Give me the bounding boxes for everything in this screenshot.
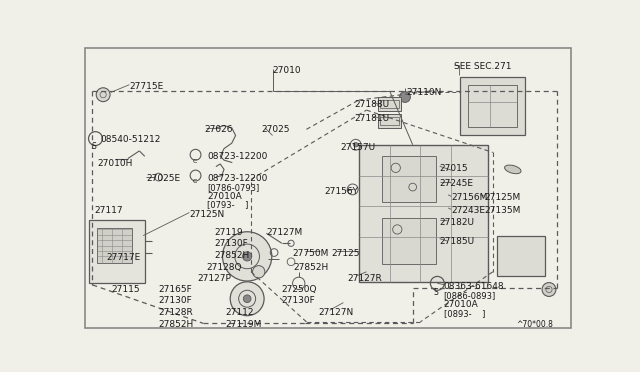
Text: S: S	[92, 142, 97, 151]
Text: 27010H: 27010H	[97, 158, 132, 168]
Text: 27119M: 27119M	[225, 320, 262, 328]
Text: 27128Q: 27128Q	[206, 263, 242, 272]
Circle shape	[223, 232, 272, 281]
Text: 27165F: 27165F	[159, 285, 193, 294]
Bar	[359, 145, 488, 282]
Bar	[97, 228, 132, 263]
Text: 27127M: 27127M	[266, 228, 303, 237]
Text: 27182U: 27182U	[440, 218, 475, 227]
Text: 27125N: 27125N	[189, 210, 225, 219]
Text: 27250Q: 27250Q	[282, 285, 317, 294]
Text: 08363-61648: 08363-61648	[444, 282, 504, 291]
Text: 08723-12200: 08723-12200	[207, 153, 268, 161]
Text: 27185U: 27185U	[440, 237, 475, 246]
Text: 27156M: 27156M	[451, 193, 488, 202]
Text: 27130F: 27130F	[159, 296, 193, 305]
Circle shape	[399, 92, 410, 102]
Text: [0786-0793]: [0786-0793]	[207, 183, 259, 192]
Bar	[460, 77, 525, 135]
Text: [0793-    ]: [0793- ]	[207, 200, 248, 209]
Text: 27115: 27115	[111, 285, 140, 294]
Text: 27852H: 27852H	[159, 320, 194, 328]
Circle shape	[243, 295, 251, 302]
Text: 27852H: 27852H	[293, 263, 328, 272]
Text: 27125: 27125	[332, 249, 360, 258]
Text: 27181U: 27181U	[354, 114, 389, 123]
Circle shape	[253, 266, 265, 278]
Text: 27156Y: 27156Y	[324, 187, 358, 196]
Text: 27025E: 27025E	[147, 174, 180, 183]
Text: 27135M: 27135M	[484, 206, 521, 215]
Ellipse shape	[504, 165, 521, 174]
Text: 27188U: 27188U	[354, 100, 389, 109]
Text: 27157U: 27157U	[340, 143, 376, 152]
Text: 27717E: 27717E	[106, 253, 141, 262]
Text: 27010A: 27010A	[207, 192, 242, 201]
Bar	[497, 235, 545, 276]
Text: 08540-51212: 08540-51212	[100, 135, 161, 144]
Text: 27128R: 27128R	[159, 308, 193, 317]
Text: C: C	[193, 179, 197, 185]
Text: 27852H: 27852H	[214, 251, 250, 260]
Bar	[382, 218, 436, 264]
Text: 27127R: 27127R	[348, 274, 382, 283]
Text: 27015: 27015	[440, 164, 468, 173]
Circle shape	[542, 283, 556, 296]
Circle shape	[353, 142, 358, 147]
Text: 27715E: 27715E	[129, 81, 164, 91]
Bar	[380, 117, 399, 125]
Text: 27010A: 27010A	[444, 300, 478, 309]
Circle shape	[230, 282, 264, 316]
Text: 27245E: 27245E	[440, 179, 474, 188]
Text: 27750M: 27750M	[292, 249, 329, 258]
Text: 27117: 27117	[94, 206, 122, 215]
Text: 27127N: 27127N	[319, 308, 354, 317]
Text: C: C	[193, 158, 197, 164]
Text: 27119: 27119	[214, 228, 243, 237]
Text: 27243E: 27243E	[451, 206, 485, 215]
Text: 27010: 27010	[273, 66, 301, 75]
Bar	[90, 220, 145, 283]
Text: 27025: 27025	[261, 125, 289, 135]
Text: 27125M: 27125M	[484, 193, 520, 202]
Text: SEE SEC.271: SEE SEC.271	[454, 62, 512, 71]
Bar	[380, 100, 399, 108]
Text: 27130F: 27130F	[214, 240, 248, 248]
Text: 27130F: 27130F	[282, 296, 316, 305]
Bar	[468, 85, 517, 127]
Circle shape	[96, 88, 110, 102]
Text: [0886-0893]: [0886-0893]	[444, 291, 496, 300]
Text: ^70*00.8: ^70*00.8	[516, 320, 554, 329]
Bar	[378, 114, 401, 128]
Bar	[382, 156, 436, 202]
Text: 08723-12200: 08723-12200	[207, 174, 268, 183]
Text: [0893-    ]: [0893- ]	[444, 310, 485, 318]
Text: 27110N: 27110N	[406, 88, 442, 97]
Circle shape	[243, 252, 252, 261]
Text: 27112: 27112	[225, 308, 254, 317]
Text: 27127P: 27127P	[197, 274, 231, 283]
Bar	[378, 97, 401, 111]
Text: S: S	[433, 288, 438, 297]
Text: 27026: 27026	[205, 125, 234, 135]
